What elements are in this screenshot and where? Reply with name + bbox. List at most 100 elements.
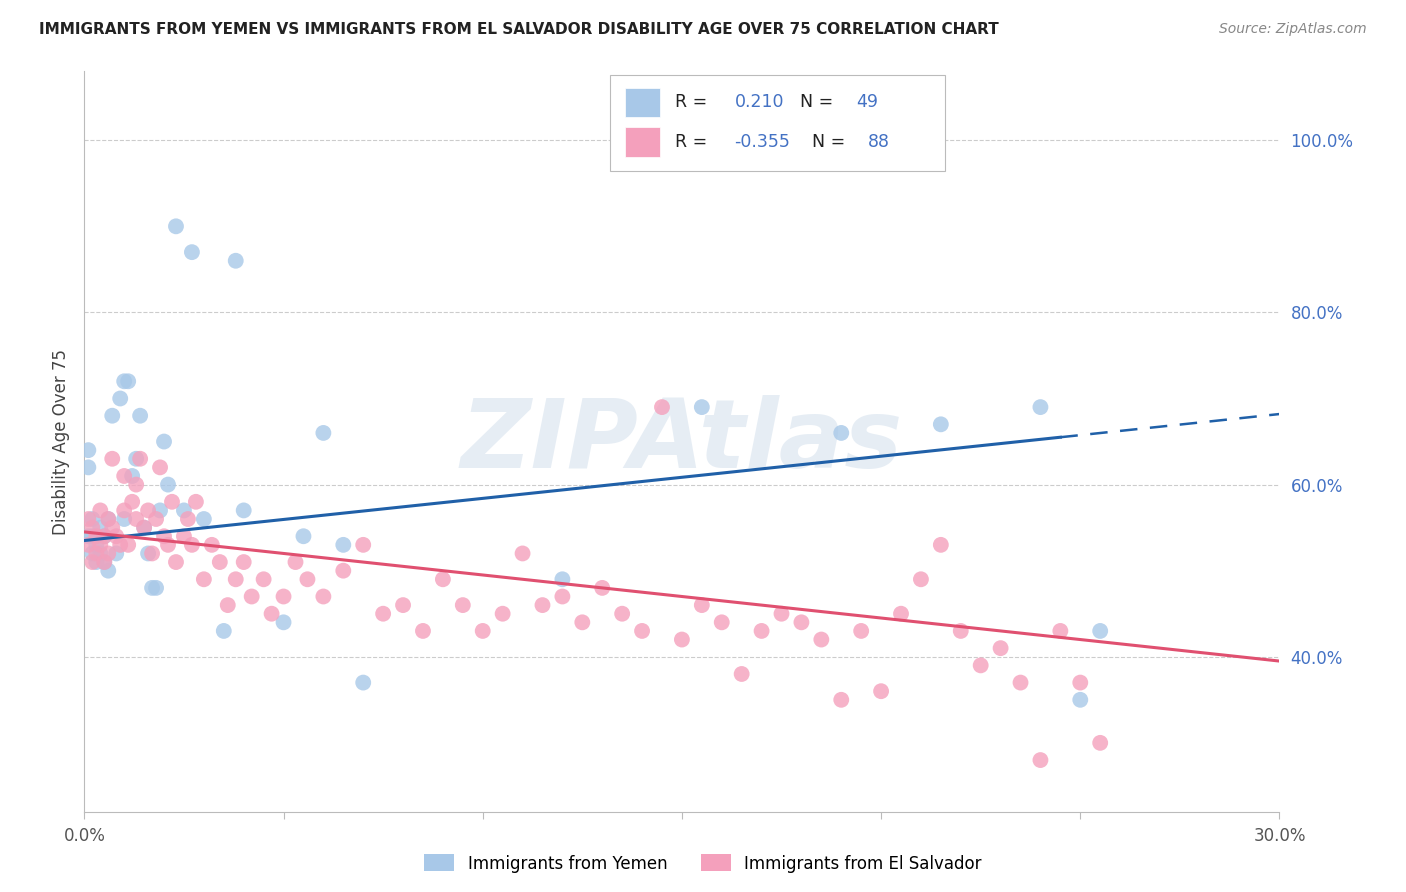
Point [208, 555, 231, 569]
Point [93, 555, 115, 569]
Point [153, 434, 176, 449]
Point [412, 624, 434, 638]
Bar [624, 127, 661, 156]
Point [193, 572, 215, 586]
Point [591, 581, 613, 595]
Point [432, 572, 454, 586]
Point [332, 538, 354, 552]
Point [93, 529, 115, 543]
Point [751, 624, 773, 638]
Point [86, 546, 108, 560]
Point [181, 538, 204, 552]
Point [121, 495, 143, 509]
Point [77, 538, 100, 552]
Point [110, 538, 132, 552]
Point [77, 529, 100, 543]
Point [165, 555, 187, 569]
Point [312, 590, 335, 604]
Point [121, 469, 143, 483]
Point [232, 503, 254, 517]
Point [93, 529, 115, 543]
Point [492, 607, 515, 621]
Point [160, 495, 183, 509]
Point [77, 512, 100, 526]
Point [284, 555, 307, 569]
Point [97, 546, 120, 560]
Point [690, 400, 713, 414]
Point [830, 425, 852, 440]
Point [149, 460, 172, 475]
Text: 88: 88 [869, 133, 890, 151]
Point [89, 503, 111, 517]
Point [790, 615, 813, 630]
Point [165, 219, 187, 234]
Point [97, 512, 120, 526]
Point [181, 245, 204, 260]
Point [141, 581, 163, 595]
Point [1029, 400, 1052, 414]
Point [571, 615, 593, 630]
Point [129, 409, 152, 423]
Point [260, 607, 283, 621]
Point [731, 667, 754, 681]
Point [86, 555, 108, 569]
Point [870, 684, 893, 698]
Point [631, 624, 654, 638]
Point [770, 607, 793, 621]
Point [136, 546, 159, 560]
Point [110, 392, 132, 406]
Text: N =: N = [800, 94, 839, 112]
Text: R =: R = [675, 133, 713, 151]
Point [101, 409, 124, 423]
Point [77, 460, 100, 475]
Point [1010, 675, 1032, 690]
Point [970, 658, 993, 673]
Point [153, 529, 176, 543]
Point [253, 572, 276, 586]
Point [97, 564, 120, 578]
Point [531, 598, 554, 612]
Text: 0.210: 0.210 [734, 94, 785, 112]
Point [929, 417, 952, 432]
Point [86, 529, 108, 543]
Point [332, 564, 354, 578]
Point [810, 632, 832, 647]
Point [157, 538, 180, 552]
Point [184, 495, 207, 509]
Point [105, 529, 128, 543]
Point [212, 624, 235, 638]
Point [710, 615, 733, 630]
Point [297, 572, 319, 586]
Point [101, 521, 124, 535]
Point [225, 572, 247, 586]
Point [89, 521, 111, 535]
Point [352, 675, 374, 690]
Point [690, 598, 713, 612]
Point [141, 546, 163, 560]
Point [232, 555, 254, 569]
Point [82, 521, 104, 535]
Point [890, 607, 912, 621]
Point [451, 598, 474, 612]
Point [93, 555, 115, 569]
Point [851, 624, 873, 638]
Point [273, 590, 295, 604]
Point [1069, 693, 1091, 707]
Text: R =: R = [675, 94, 713, 112]
Point [612, 607, 634, 621]
Point [292, 529, 315, 543]
Point [1090, 736, 1112, 750]
Point [990, 641, 1012, 656]
Point [312, 425, 335, 440]
Point [373, 607, 395, 621]
Text: N =: N = [813, 133, 851, 151]
Point [651, 400, 673, 414]
Point [830, 693, 852, 707]
Point [910, 572, 932, 586]
Point [551, 590, 574, 604]
Point [173, 529, 195, 543]
Point [240, 590, 263, 604]
Point [193, 512, 215, 526]
Point [89, 538, 111, 552]
Point [173, 503, 195, 517]
